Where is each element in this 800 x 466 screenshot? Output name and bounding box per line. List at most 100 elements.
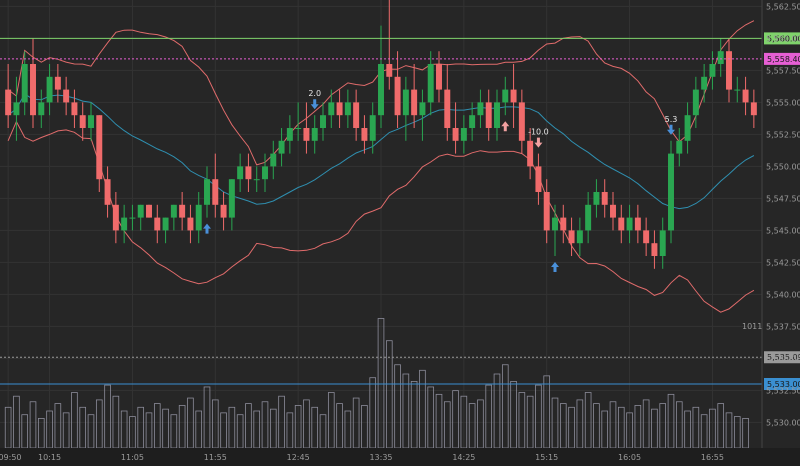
time-axis: 09:50 10:15 11:05 11:55 12:45 13:35 14:25 15:15… xyxy=(0,448,800,466)
marker-label: -10.0 xyxy=(528,128,549,137)
candle-body xyxy=(452,128,459,141)
candle-body xyxy=(187,217,194,231)
candle-body xyxy=(535,166,542,192)
reference-tag-label: 5,558.40 xyxy=(767,55,800,64)
candle-body xyxy=(328,102,335,116)
candle-body xyxy=(245,166,252,180)
time-tick-label: 13:35 xyxy=(369,453,392,462)
candle-body xyxy=(659,230,666,256)
price-axis: 5,562.50 5,560.00 5,557.50 5,555.00 5,552.50… xyxy=(761,0,800,448)
candle-body xyxy=(353,102,360,128)
candle-body xyxy=(701,76,708,90)
price-tick-label: 5,557.50 xyxy=(766,66,800,75)
candle-body xyxy=(411,89,418,116)
time-tick-label: 09:50 xyxy=(0,453,22,462)
time-tick-label: 15:15 xyxy=(535,453,558,462)
candle-body xyxy=(394,76,401,116)
price-tick-label: 5,552.50 xyxy=(766,130,800,139)
arrow-up-icon xyxy=(203,223,211,234)
candle-body xyxy=(576,230,583,244)
candle-body xyxy=(311,128,318,141)
price-tick-label: 5,555.00 xyxy=(766,98,800,107)
candle-body xyxy=(518,102,525,141)
candle-body xyxy=(220,204,227,218)
candle-body xyxy=(228,179,235,218)
price-tick-label: 5,542.50 xyxy=(766,258,800,267)
candle-body xyxy=(71,102,78,116)
candle-body xyxy=(38,102,45,116)
annotation-label: 1011 xyxy=(742,322,762,331)
candle-body xyxy=(295,128,302,129)
time-axis-background xyxy=(0,448,800,466)
middle-band-line xyxy=(7,93,755,210)
candle-body xyxy=(13,102,20,116)
candle-body xyxy=(610,204,616,218)
candle-body xyxy=(460,128,467,141)
candle-body xyxy=(154,217,161,231)
candle-body xyxy=(5,89,12,116)
arrow-down-icon xyxy=(534,137,543,148)
candle-body xyxy=(195,204,202,231)
candle-body xyxy=(79,115,86,128)
candle-body xyxy=(253,179,260,181)
time-tick-label: 16:55 xyxy=(701,453,724,462)
candle-body xyxy=(634,217,641,231)
candle-body xyxy=(485,102,492,128)
candle-body xyxy=(477,102,484,116)
candle-body xyxy=(21,64,28,103)
candle-body xyxy=(320,115,326,128)
candle-body xyxy=(137,204,144,218)
time-tick-label: 11:55 xyxy=(204,453,227,462)
candle-body xyxy=(560,217,567,231)
candle-body xyxy=(626,217,633,231)
candle-body xyxy=(146,204,152,218)
candle-body xyxy=(585,204,592,231)
candle-body xyxy=(270,153,277,167)
candle-body xyxy=(286,128,293,141)
candle-body xyxy=(684,115,691,141)
candle-body xyxy=(726,51,732,90)
time-tick-label: 12:45 xyxy=(287,453,310,462)
price-tick-label: 5,532.50 xyxy=(766,386,800,395)
candle-body xyxy=(510,89,517,103)
candle-body xyxy=(494,102,500,128)
candle-body xyxy=(593,192,600,205)
reference-tag xyxy=(764,378,800,390)
reference-tag xyxy=(764,32,800,45)
reference-tag-label: 5,535.09 xyxy=(767,353,800,362)
candle-body xyxy=(96,115,103,180)
candle-body xyxy=(303,128,310,141)
candle-body xyxy=(543,192,550,231)
candle-body xyxy=(668,153,674,231)
candle-body xyxy=(30,64,36,116)
candle-body xyxy=(601,192,608,205)
price-tick-label: 5,547.50 xyxy=(766,194,800,203)
arrow-up-icon xyxy=(501,121,510,132)
candle-body xyxy=(179,204,186,218)
candle-body xyxy=(237,166,244,180)
candle-body xyxy=(402,89,409,116)
candle-body xyxy=(568,230,575,244)
candle-body xyxy=(344,102,351,116)
reference-tag-label: 5,533.00 xyxy=(767,380,800,389)
reference-tag xyxy=(764,351,800,364)
candle-body xyxy=(427,64,434,103)
candle-body xyxy=(436,64,442,90)
candle-body xyxy=(676,140,683,154)
candle-body xyxy=(88,115,94,128)
candle-body xyxy=(502,89,509,103)
candle-body xyxy=(212,179,219,205)
candle-body xyxy=(54,76,61,90)
arrow-up-icon xyxy=(551,262,559,272)
candle-body xyxy=(552,217,558,231)
candle-body xyxy=(278,140,285,154)
price-tick-label: 5,540.00 xyxy=(766,290,800,299)
time-tick-label: 16:05 xyxy=(618,453,641,462)
time-tick-label: 10:15 xyxy=(38,453,61,462)
price-tick-label: 5,562.50 xyxy=(766,2,800,11)
candle-body xyxy=(742,89,749,103)
price-tick-label: 5,530.00 xyxy=(766,418,800,427)
candle-body xyxy=(750,102,757,116)
candle-body xyxy=(369,115,376,141)
